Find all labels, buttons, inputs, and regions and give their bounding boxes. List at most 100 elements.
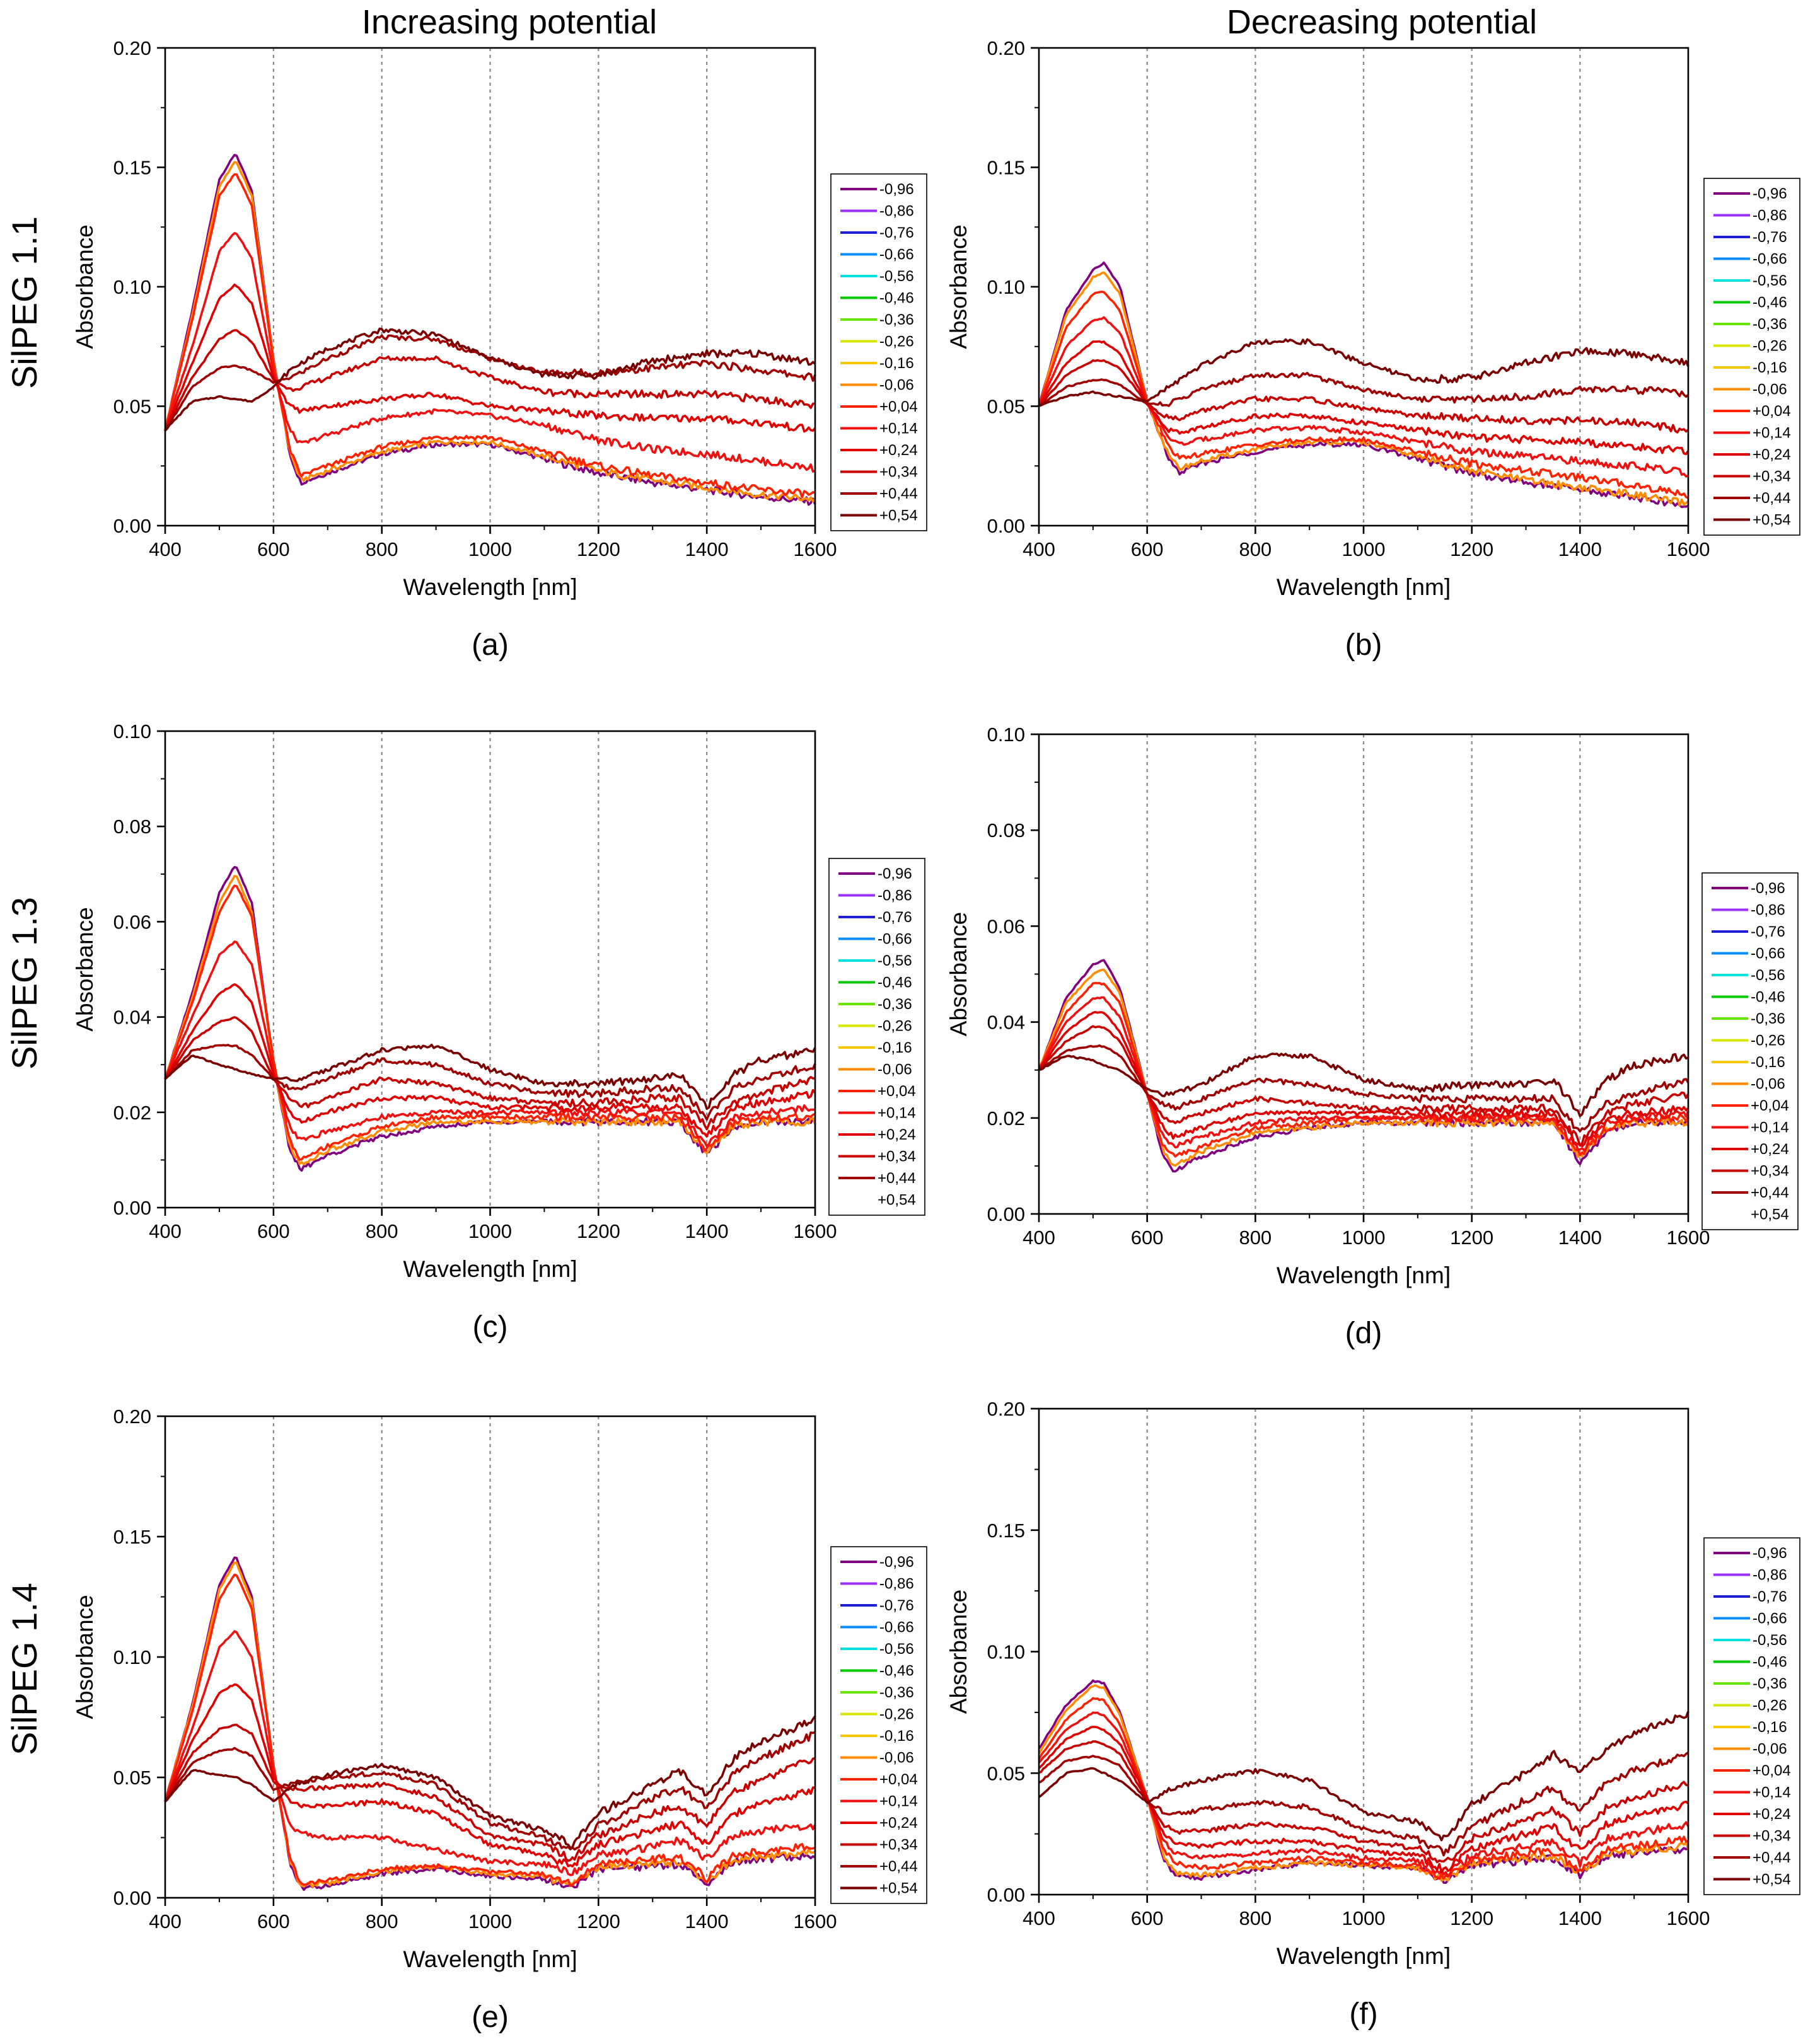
legend-label: -0,76 <box>1751 923 1785 940</box>
y-tick-label: 0.00 <box>113 1887 151 1909</box>
x-tick-label: 1600 <box>1667 538 1710 560</box>
x-tick-label: 600 <box>257 538 290 560</box>
y-tick-label: 0.20 <box>113 1406 151 1428</box>
y-tick-label: 0.10 <box>113 720 151 742</box>
x-tick-label: 600 <box>1131 538 1164 560</box>
x-tick-label: 1600 <box>794 538 837 560</box>
legend-label: +0,24 <box>879 1815 918 1832</box>
legend-label: -0,16 <box>1751 1054 1785 1071</box>
legend-label: -0,56 <box>878 952 912 969</box>
x-tick-label: 400 <box>149 538 182 560</box>
legend-label: -0,36 <box>1753 1675 1787 1692</box>
y-tick-label: 0.20 <box>987 37 1025 59</box>
legend-label: -0,76 <box>1753 1588 1787 1605</box>
legend-label: +0,34 <box>1753 1828 1791 1845</box>
series-group <box>1038 959 1690 1173</box>
legend-label: +0,44 <box>879 1858 918 1875</box>
series-group <box>1038 261 1690 509</box>
series-line-+0,54 <box>1038 1053 1689 1117</box>
chart-panel-c: 400 600 800 1000 1200 1400 1600 0.00 0.02 0.04 0.0… <box>72 720 925 1344</box>
panel-label: (e) <box>472 2001 509 2034</box>
chart-panels: 400 600 800 1000 1200 1400 1600 0.00 0.05 0.10 0.1… <box>72 37 1800 2034</box>
series-line-+0,34 <box>164 329 815 432</box>
legend-label: -0,06 <box>879 1750 914 1767</box>
legend-label: +0,44 <box>1751 1184 1789 1201</box>
panel-label: (b) <box>1345 628 1382 662</box>
legend-label: -0,96 <box>1751 880 1785 897</box>
y-tick-label: 0.15 <box>113 157 151 179</box>
legend-label: -0,96 <box>879 181 914 198</box>
y-tick-label: 0.04 <box>113 1007 151 1029</box>
x-tick-label: 1200 <box>1450 1227 1493 1249</box>
legend-label: +0,24 <box>878 1126 916 1143</box>
x-tick-label: 1400 <box>1558 1227 1602 1249</box>
legend-label: +0,34 <box>1753 468 1791 485</box>
legend-label: -0,66 <box>878 931 912 948</box>
series-group <box>164 866 816 1172</box>
series-line-+0,44 <box>164 1731 816 1851</box>
y-tick-label: 0.15 <box>987 157 1025 179</box>
y-tick-label: 0.10 <box>113 1646 151 1668</box>
x-tick-label: 800 <box>1239 1907 1272 1929</box>
series-group <box>1038 1679 1690 1884</box>
series-line-+0,44 <box>1038 372 1690 407</box>
x-tick-label: 800 <box>366 1220 398 1242</box>
legend-label: -0,06 <box>1753 1741 1787 1758</box>
legend-label: -0,86 <box>878 887 912 904</box>
panel-label: (d) <box>1345 1317 1382 1350</box>
y-axis-title: Absorbance <box>72 907 98 1031</box>
legend-label: -0,96 <box>879 1554 914 1571</box>
x-tick-label: 1200 <box>1450 1907 1493 1929</box>
series-line-+0,34 <box>1038 1740 1689 1864</box>
series-line-+0,54 <box>164 327 816 432</box>
legend-label: +0,34 <box>879 1837 918 1854</box>
legend-label: +0,04 <box>878 1083 916 1100</box>
y-axis-title: Absorbance <box>946 1590 971 1714</box>
series-line-+0,54 <box>164 1715 816 1849</box>
series-line-+0,34 <box>1038 1025 1690 1147</box>
legend-label: -0,96 <box>1753 1545 1787 1562</box>
x-tick-label: 600 <box>1131 1907 1164 1929</box>
legend-label: -0,16 <box>1753 1719 1787 1736</box>
legend-label: -0,06 <box>878 1061 912 1078</box>
series-group <box>164 154 816 506</box>
legend: -0,96 -0,86 -0,76 -0,66 -0,56 -0,46 -0,36 -0,26… <box>1701 872 1799 1230</box>
x-tick-label: 400 <box>149 1220 182 1242</box>
legend-label: +0,14 <box>1753 1784 1791 1801</box>
legend-label: -0,06 <box>1751 1076 1785 1093</box>
x-tick-label: 1000 <box>1342 538 1386 560</box>
legend-label: -0,56 <box>1753 1632 1787 1649</box>
legend-label: -0,96 <box>878 865 912 882</box>
legend-label: -0,66 <box>1751 945 1785 962</box>
legend-label: -0,06 <box>879 377 914 394</box>
legend-label: +0,04 <box>879 1771 918 1788</box>
y-axis-title: Absorbance <box>946 224 971 349</box>
y-tick-label: 0.15 <box>113 1526 151 1548</box>
x-tick-label: 1000 <box>1342 1907 1386 1929</box>
x-tick-label: 1600 <box>794 1910 837 1932</box>
legend-label: -0,46 <box>1753 294 1787 311</box>
legend-label: -0,26 <box>879 333 914 350</box>
x-tick-label: 800 <box>366 1910 398 1932</box>
y-axis-title: Absorbance <box>946 912 971 1036</box>
legend-label: -0,26 <box>1753 1697 1787 1714</box>
y-tick-label: 0.00 <box>987 1203 1025 1225</box>
legend-label: +0,24 <box>1753 446 1791 463</box>
x-tick-label: 600 <box>257 1910 290 1932</box>
x-tick-label: 1200 <box>1450 538 1493 560</box>
chart-panel-f: 400 600 800 1000 1200 1400 1600 0.00 0.05 0.10 0.1… <box>946 1398 1800 2031</box>
legend-label: +0,44 <box>1753 1849 1791 1866</box>
legend-label: -0,16 <box>879 355 914 372</box>
x-tick-label: 1000 <box>468 1910 512 1932</box>
x-tick-label: 1400 <box>1558 1907 1602 1929</box>
x-tick-label: 1200 <box>577 538 620 560</box>
legend-label: -0,16 <box>1753 359 1787 376</box>
y-tick-label: 0.00 <box>987 1884 1025 1906</box>
legend-label: -0,86 <box>1751 902 1785 919</box>
row-title-silpeg-1-4: SilPEG 1.4 <box>4 1583 44 1755</box>
x-tick-label: 800 <box>1239 1227 1272 1249</box>
x-axis-title: Wavelength [nm] <box>403 1946 577 1972</box>
x-tick-label: 1600 <box>1667 1907 1710 1929</box>
legend-label: -0,36 <box>879 311 914 328</box>
legend-label: +0,04 <box>1751 1097 1789 1114</box>
